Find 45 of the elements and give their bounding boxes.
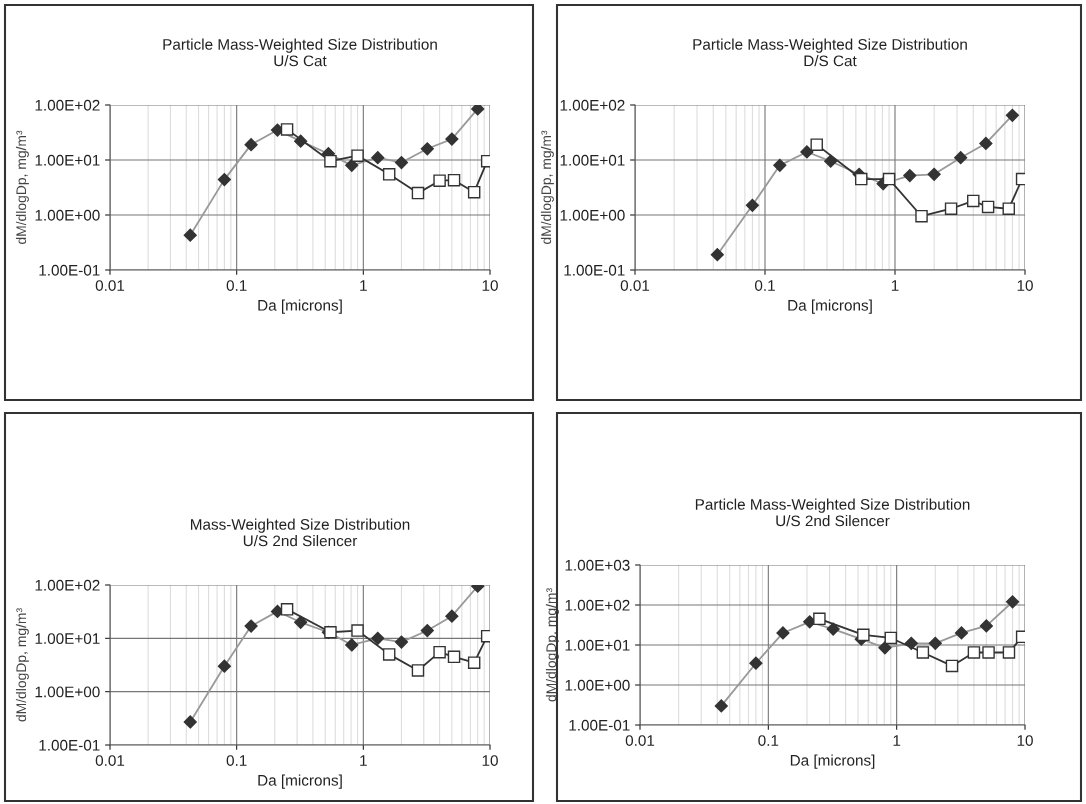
y-tick-label: 1.00E+00 <box>35 686 100 698</box>
y-tick-label: 1.00E-01 <box>39 264 100 276</box>
y-tick-label: 1.00E+00 <box>560 209 625 221</box>
x-tick-label: 0.1 <box>226 755 247 766</box>
x-tick-label: 0.01 <box>95 755 125 766</box>
y-tick-label: 1.00E+01 <box>35 154 100 166</box>
x-tick-label: 0.1 <box>754 280 775 291</box>
x-tick-label: 10 <box>482 280 498 291</box>
y-tick-label: 1.00E+03 <box>565 559 630 571</box>
x-axis-title: Da [microns] <box>258 774 342 789</box>
y-tick-label: 1.00E+00 <box>35 209 100 221</box>
y-tick-label: 1.00E+02 <box>565 599 630 611</box>
x-tick-label: 1 <box>891 280 899 291</box>
chart-title: Particle Mass-Weighted Size Distribution U/S Cat <box>163 38 437 67</box>
y-axis-title: dM/dlogDp, mg/m³ <box>540 130 554 245</box>
y-tick-label: 1.00E-01 <box>39 739 100 751</box>
chart-title: Particle Mass-Weighted Size Distribution U/S 2nd Silencer <box>695 498 970 527</box>
x-tick-label: 10 <box>482 755 498 766</box>
x-tick-label: 10 <box>1017 735 1033 746</box>
y-tick-label: 1.00E+01 <box>560 154 625 166</box>
y-axis-title: dM/dlogDp, mg/m³ <box>15 608 29 722</box>
y-tick-label: 1.00E+02 <box>35 99 100 111</box>
x-tick-label: 10 <box>1017 280 1033 291</box>
x-tick-label: 1 <box>893 735 901 746</box>
x-axis-title: Da [microns] <box>790 754 875 769</box>
y-tick-label: 1.00E+02 <box>35 579 100 591</box>
x-axis-title: Da [microns] <box>258 299 342 314</box>
x-tick-label: 0.01 <box>625 735 655 746</box>
y-tick-label: 1.00E-01 <box>564 264 625 276</box>
x-tick-label: 0.1 <box>226 280 247 291</box>
y-tick-label: 1.00E-01 <box>569 719 630 731</box>
y-axis-title: dM/dlogDp, mg/m³ <box>545 588 559 702</box>
y-tick-label: 1.00E+01 <box>35 633 100 645</box>
x-tick-label: 0.01 <box>95 280 125 291</box>
x-tick-label: 1 <box>360 755 367 766</box>
chart-title: Mass-Weighted Size Distribution U/S 2nd Silencer <box>191 518 410 547</box>
y-tick-label: 1.00E+02 <box>560 99 625 111</box>
y-axis-title: dM/dlogDp, mg/m³ <box>15 130 29 245</box>
x-tick-label: 1 <box>360 280 367 291</box>
chart-title: Particle Mass-Weighted Size Distribution D/S Cat <box>693 38 967 67</box>
y-tick-label: 1.00E+01 <box>565 639 630 651</box>
y-tick-label: 1.00E+00 <box>565 679 630 691</box>
x-tick-label: 0.1 <box>758 735 779 746</box>
x-tick-label: 0.01 <box>620 280 650 291</box>
x-axis-title: Da [microns] <box>788 299 872 314</box>
